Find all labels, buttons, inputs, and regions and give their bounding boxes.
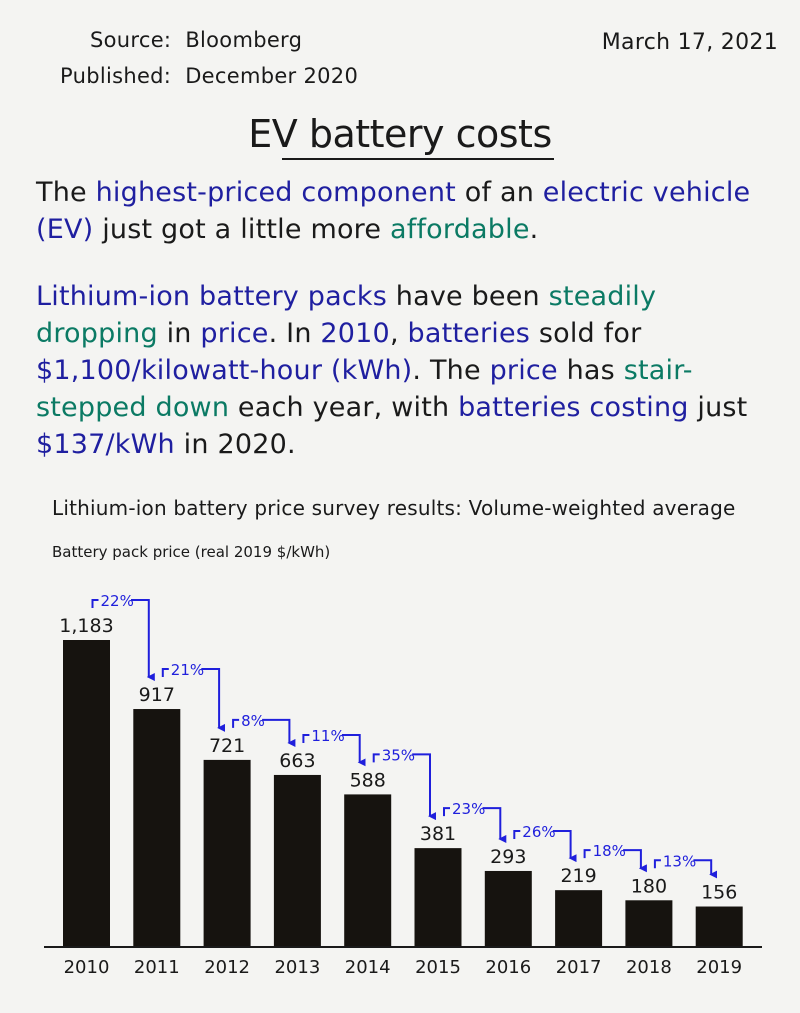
pct-change-label-2: 8% xyxy=(241,712,265,730)
tick-label-2014: 2014 xyxy=(345,957,391,978)
chart-title: Lithium-ion battery price survey results… xyxy=(52,496,736,520)
pct-hook-0 xyxy=(91,599,99,608)
bar-2013 xyxy=(273,774,321,947)
p2-text-12: . The xyxy=(412,355,490,386)
data-label-2014: 588 xyxy=(350,769,386,791)
tick-label-2018: 2018 xyxy=(626,957,672,978)
pct-arrow-2 xyxy=(262,718,296,747)
intro-paragraph: The highest-priced component of an elect… xyxy=(36,174,776,248)
pct-change-label-4: 35% xyxy=(382,746,415,764)
tick-label-2011: 2011 xyxy=(134,957,180,978)
p2-text-9: batteries xyxy=(407,318,531,349)
tick-label-2010: 2010 xyxy=(64,957,110,978)
published-line: Published: December 2020 xyxy=(60,64,358,88)
p1-text-4: electric vehicle (EV) xyxy=(36,177,751,245)
p2-text-18: just xyxy=(688,392,748,423)
p2-text-16: each year, with xyxy=(229,392,459,423)
bar-2012 xyxy=(203,759,251,947)
data-label-2015: 381 xyxy=(420,823,456,845)
data-label-2013: 663 xyxy=(279,750,315,772)
pct-hook-3 xyxy=(302,733,310,743)
p2-text-14: has xyxy=(557,355,624,386)
p2-text-20: in 2020. xyxy=(174,429,296,460)
pct-hook-6 xyxy=(513,829,521,839)
pct-arrow-7 xyxy=(623,849,647,873)
data-label-2016: 293 xyxy=(490,846,526,868)
data-label-2012: 721 xyxy=(209,735,245,757)
pct-change-label-6: 26% xyxy=(522,823,555,841)
data-label-2017: 219 xyxy=(560,865,596,887)
pct-change-label-3: 11% xyxy=(311,727,344,745)
bar-2014 xyxy=(344,794,392,947)
data-label-2010: 1,183 xyxy=(59,615,113,637)
p1-text-5: just got a little more xyxy=(93,214,390,245)
p2-text-15: stair-stepped down xyxy=(36,355,693,423)
p1-text-2: highest-priced component xyxy=(95,177,456,208)
p2-text-6: . In xyxy=(268,318,321,349)
p2-text-19: $137/kWh xyxy=(36,429,175,460)
p2-text-13: price xyxy=(489,355,558,386)
pct-change-label-8: 13% xyxy=(663,852,696,870)
published-value: December 2020 xyxy=(185,64,359,88)
source-line: Source: Bloomberg xyxy=(90,28,302,52)
bar-2015 xyxy=(414,848,462,947)
date-label: March 17, 2021 xyxy=(601,30,778,55)
pct-hook-8 xyxy=(653,859,661,869)
page-title: EV battery costs xyxy=(248,112,552,156)
source-value: Bloomberg xyxy=(185,28,303,52)
p2-text-7: 2010 xyxy=(320,318,390,349)
tick-label-2019: 2019 xyxy=(696,957,742,978)
p2-text-11: $1,100/kilowatt-hour (kWh) xyxy=(36,355,413,386)
bar-2017 xyxy=(555,890,603,947)
detail-paragraph: Lithium-ion battery packs have been stea… xyxy=(36,278,776,463)
p1-text-6: affordable xyxy=(390,214,530,245)
tick-label-2017: 2017 xyxy=(556,957,602,978)
p2-text-10: sold for xyxy=(530,318,642,349)
pct-arrow-4 xyxy=(412,753,436,821)
pct-change-label-0: 22% xyxy=(101,592,134,610)
p2-text-1: Lithium-ion battery packs xyxy=(36,281,387,312)
pct-hook-5 xyxy=(443,807,450,817)
p2-text-17: batteries costing xyxy=(458,392,689,423)
p2-text-2: have been xyxy=(386,281,549,312)
pct-change-label-1: 21% xyxy=(171,661,204,679)
pct-hook-2 xyxy=(232,718,240,728)
p2-text-8: , xyxy=(389,318,408,349)
p1-text-1: The xyxy=(36,177,96,208)
p2-text-4: in xyxy=(157,318,201,349)
pct-hook-4 xyxy=(372,753,380,763)
data-label-2011: 917 xyxy=(139,684,175,706)
bar-2018 xyxy=(625,900,673,947)
pct-change-label-7: 18% xyxy=(593,842,626,860)
pct-hook-7 xyxy=(583,849,591,859)
bar-2011 xyxy=(133,709,181,947)
pct-hook-1 xyxy=(161,668,169,678)
tick-label-2012: 2012 xyxy=(204,957,250,978)
published-label: Published: xyxy=(60,64,172,88)
tick-label-2013: 2013 xyxy=(274,957,320,978)
source-label: Source: xyxy=(90,28,172,52)
tick-label-2015: 2015 xyxy=(415,957,461,978)
pct-change-label-5: 23% xyxy=(452,800,485,818)
title-underline xyxy=(282,158,554,160)
pct-arrow-8 xyxy=(693,859,718,879)
pct-arrow-3 xyxy=(341,733,366,767)
chart-ylabel: Battery pack price (real 2019 $/kWh) xyxy=(52,543,331,561)
pct-arrow-5 xyxy=(482,807,507,843)
pct-arrow-0 xyxy=(131,599,155,682)
p2-text-3: steadily dropping xyxy=(36,281,657,349)
p2-text-5: price xyxy=(200,318,269,349)
p1-text-7: . xyxy=(529,214,539,245)
bar-2019 xyxy=(695,906,743,947)
bar-2016 xyxy=(484,870,532,947)
data-label-2018: 180 xyxy=(631,875,667,897)
pct-arrow-1 xyxy=(201,668,226,732)
tick-label-2016: 2016 xyxy=(485,957,531,978)
data-label-2019: 156 xyxy=(701,882,737,904)
pct-arrow-6 xyxy=(552,829,577,863)
bar-2010 xyxy=(63,640,110,947)
p1-text-3: of an xyxy=(455,177,543,208)
